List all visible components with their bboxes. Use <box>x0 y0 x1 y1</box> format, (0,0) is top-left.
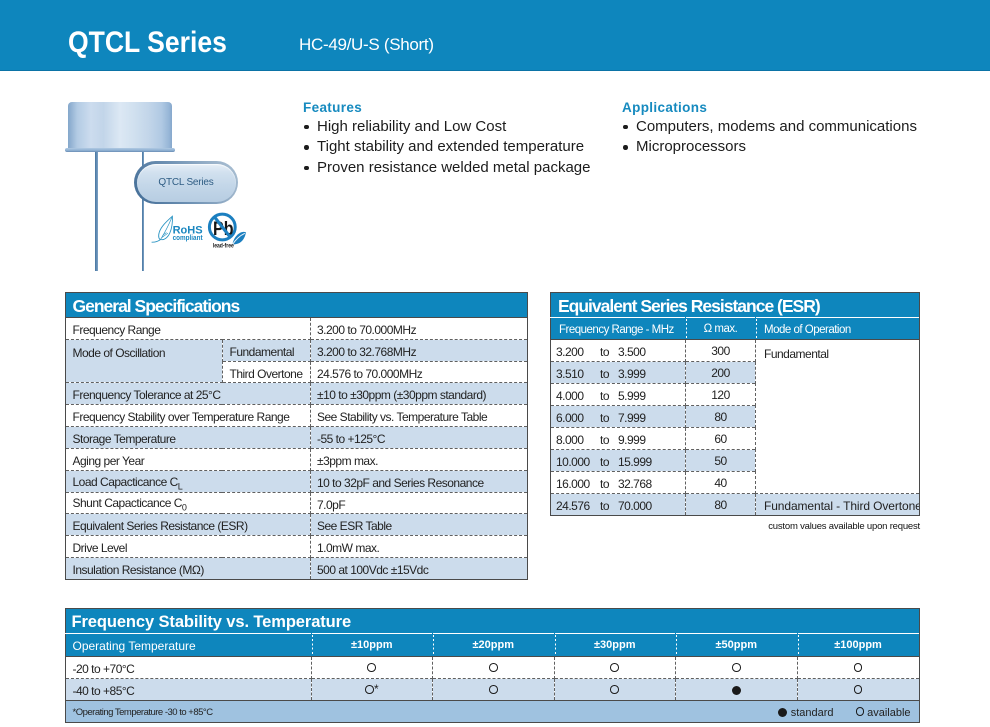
svg-text:compliant: compliant <box>173 233 203 242</box>
svg-text:RoHS: RoHS <box>173 225 203 237</box>
svg-text:lead-free: lead-free <box>213 243 234 250</box>
